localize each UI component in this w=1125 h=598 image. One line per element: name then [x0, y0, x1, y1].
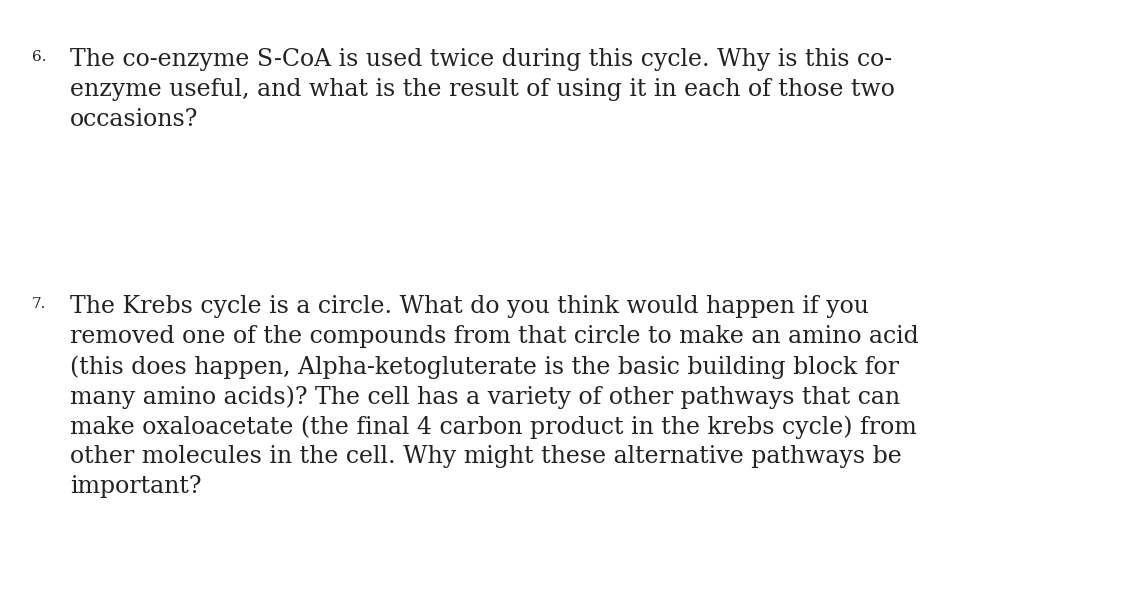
Text: (this does happen, Alpha-ketogluterate is the basic building block for: (this does happen, Alpha-ketogluterate i… [70, 355, 899, 379]
Text: many amino acids)? The cell has a variety of other pathways that can: many amino acids)? The cell has a variet… [70, 385, 900, 408]
Text: enzyme useful, and what is the result of using it in each of those two: enzyme useful, and what is the result of… [70, 78, 894, 101]
Text: make oxaloacetate (the final 4 carbon product in the krebs cycle) from: make oxaloacetate (the final 4 carbon pr… [70, 415, 917, 438]
Text: important?: important? [70, 475, 201, 498]
Text: other molecules in the cell. Why might these alternative pathways be: other molecules in the cell. Why might t… [70, 445, 902, 468]
Text: The co-enzyme S-CoA is used twice during this cycle. Why is this co-: The co-enzyme S-CoA is used twice during… [70, 48, 892, 71]
Text: The Krebs cycle is a circle. What do you think would happen if you: The Krebs cycle is a circle. What do you… [70, 295, 868, 318]
Text: occasions?: occasions? [70, 108, 198, 131]
Text: 7.: 7. [32, 297, 46, 311]
Text: removed one of the compounds from that circle to make an amino acid: removed one of the compounds from that c… [70, 325, 919, 348]
Text: 6.: 6. [32, 50, 46, 64]
